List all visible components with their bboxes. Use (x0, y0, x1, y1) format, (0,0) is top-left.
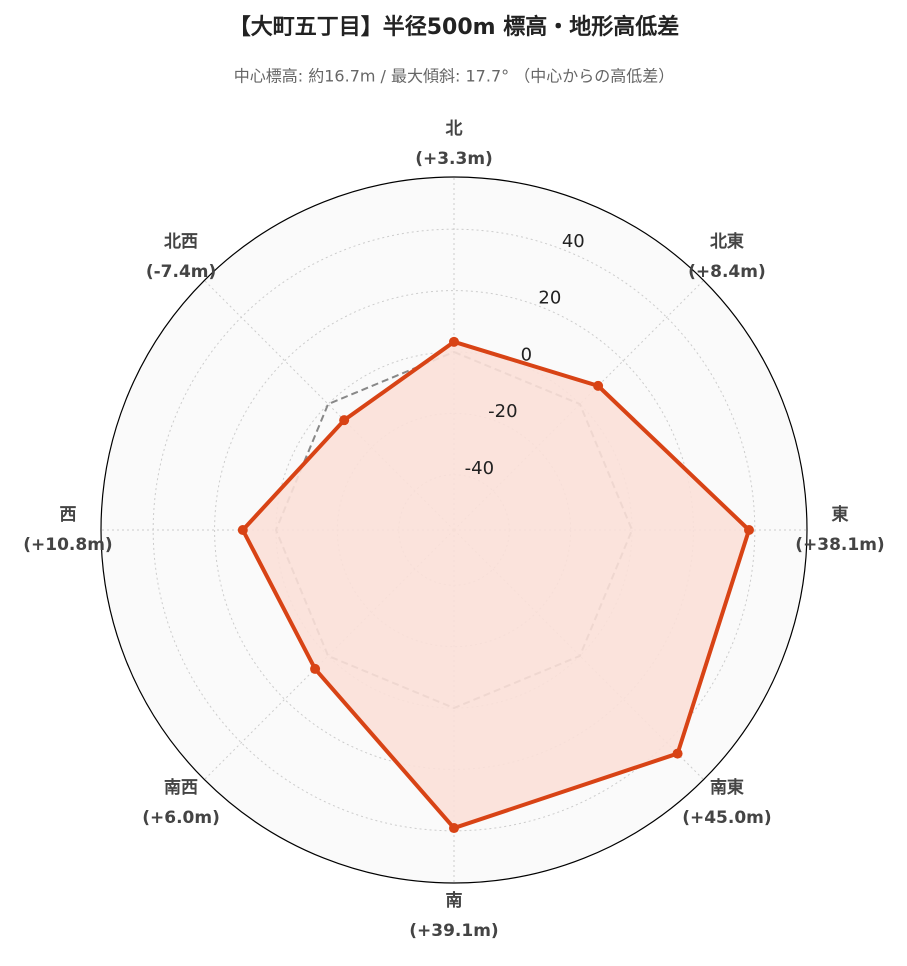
r-tick-label: 0 (521, 344, 532, 365)
r-tick-label: -20 (488, 401, 517, 422)
value-label: (+6.0m) (142, 808, 220, 828)
value-label: (+39.1m) (409, 921, 498, 941)
value-label: (+38.1m) (795, 535, 884, 555)
data-point (449, 336, 459, 347)
data-point (743, 525, 754, 535)
data-point (593, 380, 604, 391)
chart-subtitle: 中心標高: 約16.7m / 最大傾斜: 17.7° （中心からの高低差） (234, 67, 674, 86)
category-label: 北西 (164, 232, 198, 252)
value-label: (-7.4m) (146, 262, 216, 282)
category-label: 南東 (710, 777, 744, 798)
value-label: (+45.0m) (682, 808, 771, 828)
category-label: 東 (832, 504, 849, 525)
category-label: 南 (446, 890, 463, 911)
data-point (672, 748, 683, 759)
value-label: (+8.4m) (688, 262, 766, 282)
category-label: 北 (446, 119, 463, 139)
category-label: 西 (60, 505, 77, 525)
value-label: (+3.3m) (415, 149, 493, 169)
r-tick-label: 20 (538, 288, 561, 309)
category-label: 北東 (710, 231, 744, 252)
value-label: (+10.8m) (23, 535, 112, 555)
grid-spoke (204, 280, 455, 531)
r-tick-label: -40 (465, 458, 494, 479)
chart-title: 【大町五丁目】半径500m 標高・地形高低差 (229, 14, 680, 40)
data-point (237, 525, 248, 535)
data-point (449, 823, 459, 834)
r-tick-label: 40 (562, 231, 585, 252)
outer-circle (100, 176, 808, 884)
data-point (339, 415, 350, 426)
data-point (310, 663, 321, 674)
category-label: 南西 (164, 777, 198, 798)
